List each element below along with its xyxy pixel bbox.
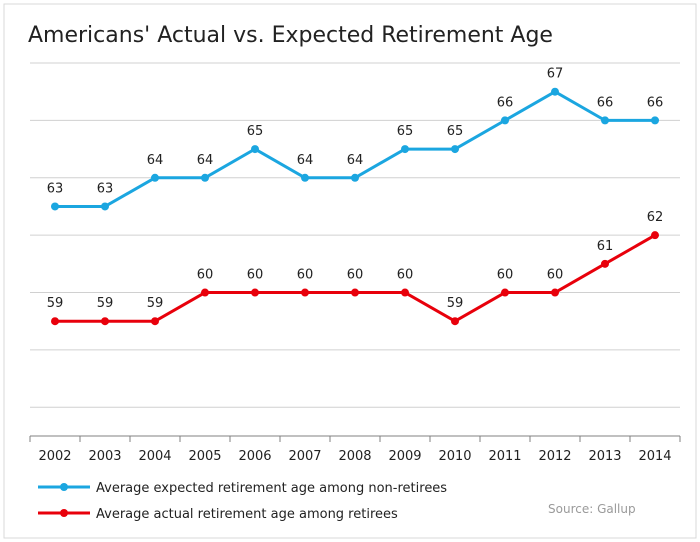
legend-item: Average expected retirement age among no… [38,481,447,496]
data-label: 64 [297,153,314,168]
data-label: 65 [397,124,414,139]
data-label: 64 [347,153,364,168]
data-point [101,202,109,211]
data-point [251,288,259,297]
data-label: 60 [297,268,314,283]
data-label: 63 [97,181,114,196]
data-point [51,317,59,326]
x-tick-label: 2009 [388,449,421,464]
data-point [151,317,159,326]
x-tick-label: 2002 [38,449,71,464]
data-point [451,317,459,326]
data-label: 67 [547,67,564,82]
data-point [601,116,609,125]
data-point [501,116,509,125]
data-label: 63 [47,181,64,196]
data-point [201,288,209,297]
x-tick-label: 2010 [438,449,471,464]
data-point [401,145,409,154]
x-tick-label: 2013 [588,449,621,464]
legend-item: Average actual retirement age among reti… [38,507,398,522]
series-layer: 63 63 64 64 65 64 64 65 65 66 67 66 66 59 59 59 60 60 60 60… [47,67,664,326]
x-tick-label: 2008 [338,449,371,464]
data-point [401,288,409,297]
data-point [501,288,509,297]
data-label: 60 [347,268,364,283]
data-label: 62 [647,210,664,225]
data-point [351,288,359,297]
data-point [251,145,259,154]
x-tick-label: 2007 [288,449,321,464]
data-label: 60 [197,268,214,283]
x-axis: 2002 2003 2004 2005 2006 2007 2008 2009 2010 2011… [29,435,681,464]
data-label: 64 [147,153,164,168]
data-point [351,173,359,182]
legend-swatch-marker [60,483,68,491]
data-point [51,202,59,211]
data-label: 61 [597,239,614,254]
data-label: 60 [497,268,514,283]
data-point [601,259,609,268]
data-label: 66 [647,95,664,110]
data-label: 60 [247,268,264,283]
data-point [301,288,309,297]
series-2: 59 59 59 60 60 60 60 60 59 60 60 61 62 [47,210,664,326]
data-point [201,173,209,182]
legend-label: Average expected retirement age among no… [96,481,447,496]
series-1: 63 63 64 64 65 64 64 65 65 66 67 66 66 [47,67,664,211]
data-point [651,231,659,240]
data-point [651,116,659,125]
data-label: 59 [97,296,114,311]
chart-frame [3,3,697,539]
data-label: 59 [47,296,64,311]
data-point [301,173,309,182]
x-tick-label: 2003 [88,449,121,464]
data-label: 66 [497,95,514,110]
data-label: 65 [247,124,264,139]
data-point [101,317,109,326]
data-point [551,288,559,297]
x-tick-label: 2011 [488,449,521,464]
data-label: 66 [597,95,614,110]
legend-label: Average actual retirement age among reti… [96,507,398,522]
legend-swatch-marker [60,509,68,517]
x-tick-label: 2014 [638,449,671,464]
data-label: 65 [447,124,464,139]
data-label: 59 [147,296,164,311]
data-point [151,173,159,182]
chart-title: Americans' Actual vs. Expected Retiremen… [28,23,553,48]
data-label: 60 [547,268,564,283]
x-tick-label: 2005 [188,449,221,464]
x-tick-label: 2012 [538,449,571,464]
x-tick-label: 2004 [138,449,171,464]
data-point [551,87,559,96]
legend: Average expected retirement age among no… [38,481,447,522]
source-note: Source: Gallup [548,502,636,516]
data-label: 64 [197,153,214,168]
data-point [451,145,459,154]
data-label: 59 [447,296,464,311]
data-label: 60 [397,268,414,283]
x-tick-label: 2006 [238,449,271,464]
